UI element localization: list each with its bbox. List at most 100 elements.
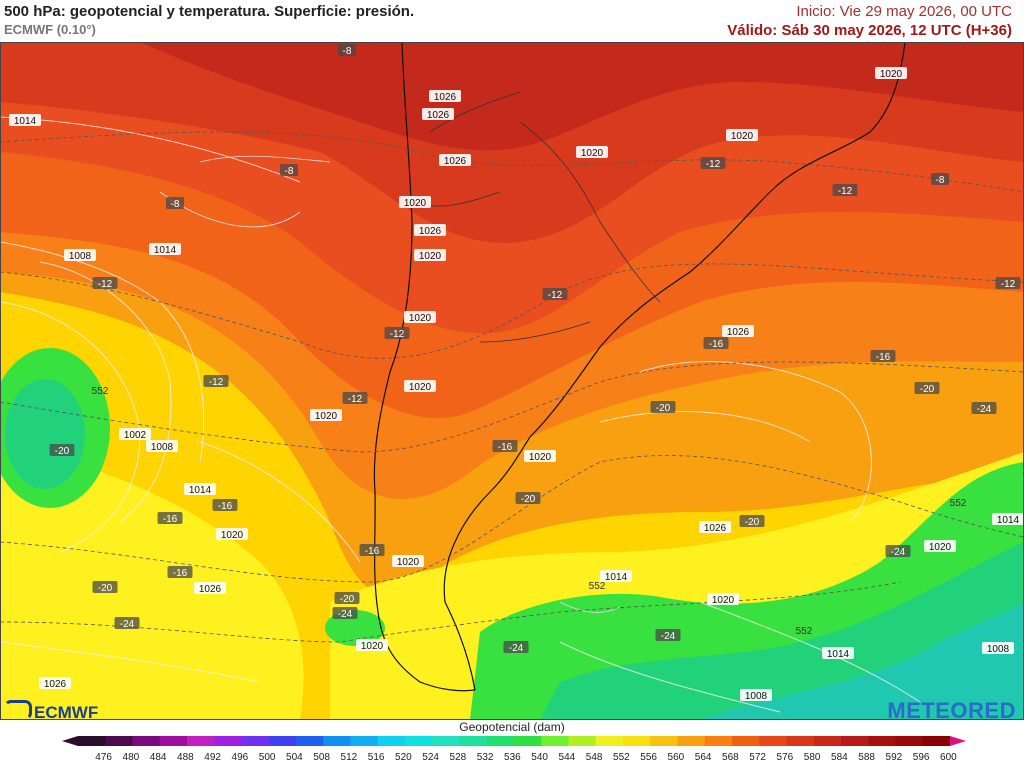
pressure-label: 1008: [982, 642, 1014, 655]
svg-text:-12: -12: [1001, 279, 1016, 290]
temperature-label: -24: [885, 545, 911, 558]
svg-text:1026: 1026: [44, 679, 67, 690]
colorbar-swatch: [841, 736, 869, 746]
svg-text:-16: -16: [709, 339, 724, 350]
colorbar-tick-label: 508: [313, 752, 330, 763]
svg-text:-8: -8: [343, 46, 352, 57]
svg-text:-12: -12: [348, 394, 363, 405]
temperature-label: -24: [332, 607, 358, 620]
colorbar-swatch: [595, 736, 624, 746]
pressure-label: 1020: [310, 409, 342, 422]
colorbar-tick-label: 552: [613, 752, 630, 763]
pressure-label: 1026: [422, 108, 454, 121]
pressure-label: 1020: [414, 249, 446, 262]
temperature-label: -16: [212, 499, 238, 512]
colorbar-tick-label: 476: [95, 752, 112, 763]
pressure-label: 1008: [64, 249, 96, 262]
svg-text:1020: 1020: [880, 69, 903, 80]
colorbar-swatch: [105, 736, 133, 746]
pressure-labels: 1014 1026 1026 1026 1020 1020 1020 1020 1026 1020…: [9, 67, 1024, 702]
svg-text:1026: 1026: [434, 92, 457, 103]
svg-text:1026: 1026: [427, 110, 450, 121]
temperature-label: -12: [384, 327, 410, 340]
svg-text:-16: -16: [218, 501, 233, 512]
temperature-label: -12: [832, 184, 858, 197]
band-556: [0, 442, 304, 720]
temperature-label: -24: [503, 641, 529, 654]
colorbar-swatch: [296, 736, 324, 746]
colorbar-swatch: [323, 736, 351, 746]
colorbar-tick-label: 500: [259, 752, 276, 763]
pressure-label: 1020: [707, 593, 739, 606]
map-title: 500 hPa: geopotencial y temperatura. Sup…: [4, 3, 415, 20]
temperature-label: -12: [542, 288, 568, 301]
geopotential-labels: 552 552 552 552: [92, 386, 967, 637]
colorbar-swatch: [732, 736, 760, 746]
colorbar-tick-label: 536: [504, 752, 521, 763]
svg-text:-20: -20: [521, 494, 536, 505]
svg-text:-8: -8: [936, 175, 945, 186]
colorbar-swatch: [78, 736, 106, 746]
pressure-label: 1014: [992, 513, 1024, 526]
svg-text:1014: 1014: [14, 116, 37, 127]
colorbar-swatch: [868, 736, 896, 746]
colorbar-tick-label: 480: [123, 752, 140, 763]
colorbar-tick-label: 548: [586, 752, 603, 763]
colorbar-tick-label: 512: [341, 752, 358, 763]
pressure-label: 1002: [119, 428, 151, 441]
weather-map: 1014 1026 1026 1026 1020 1020 1020 1020 1026 1020…: [0, 42, 1024, 720]
colorbar-swatch: [159, 736, 188, 746]
pressure-label: 1020: [524, 450, 556, 463]
colorbar-tick-label: 540: [531, 752, 548, 763]
svg-text:-16: -16: [365, 546, 380, 557]
svg-text:1020: 1020: [712, 595, 735, 606]
svg-text:1026: 1026: [704, 523, 727, 534]
colorbar-swatch: [377, 736, 406, 746]
colorbar-swatch: [759, 736, 787, 746]
model-label: ECMWF (0.10°): [4, 22, 96, 37]
svg-text:-20: -20: [745, 517, 760, 528]
svg-text:-24: -24: [977, 404, 992, 415]
temperature-label: -20: [92, 581, 118, 594]
colorbar-tick-label: 584: [831, 752, 848, 763]
colorbar-tick-label: 532: [477, 752, 494, 763]
temperature-label: -24: [655, 629, 681, 642]
temperature-label: -12: [203, 375, 229, 388]
svg-text:1014: 1014: [154, 245, 177, 256]
colorbar-tick-label: 504: [286, 752, 303, 763]
pressure-label: 1020: [726, 129, 758, 142]
pressure-label: 1020: [392, 555, 424, 568]
pressure-label: 1026: [414, 224, 446, 237]
colorbar-swatch: [786, 736, 815, 746]
colorbar-swatch: [650, 736, 678, 746]
svg-text:1020: 1020: [404, 198, 427, 209]
colorbar-swatch: [187, 736, 215, 746]
colorbar-swatch: [922, 736, 951, 746]
country-borders: [414, 91, 661, 343]
svg-text:1020: 1020: [409, 382, 432, 393]
valid-time: Válido: Sáb 30 may 2026, 12 UTC (H+36): [727, 22, 1012, 39]
colorbar-swatch: [268, 736, 297, 746]
pressure-label: 1008: [146, 440, 178, 453]
pressure-label: 1014: [9, 114, 41, 127]
colorbar-tick-label: 592: [886, 752, 903, 763]
svg-text:-12: -12: [548, 290, 563, 301]
colorbar: 476 480 484 488 492 496 500 504 508 512 516 520 524 5…: [62, 736, 966, 763]
pressure-label: 1020: [924, 540, 956, 553]
temperature-label: -16: [359, 544, 385, 557]
colorbar-tick-label: 484: [150, 752, 167, 763]
colorbar-swatch: [623, 736, 651, 746]
colorbar-swatch: [568, 736, 597, 746]
colorbar-swatch: [405, 736, 433, 746]
svg-text:-16: -16: [163, 514, 178, 525]
isotherms: [0, 131, 1024, 643]
temperature-label: -12: [995, 277, 1021, 290]
svg-text:-20: -20: [656, 403, 671, 414]
colorbar-swatch: [486, 736, 515, 746]
ecmwf-logo: ECMWF: [4, 700, 98, 723]
temperature-label: -16: [492, 440, 518, 453]
svg-text:-24: -24: [509, 643, 524, 654]
svg-text:1020: 1020: [397, 557, 420, 568]
temperature-label: -16: [167, 566, 193, 579]
band-544: [700, 602, 1024, 720]
